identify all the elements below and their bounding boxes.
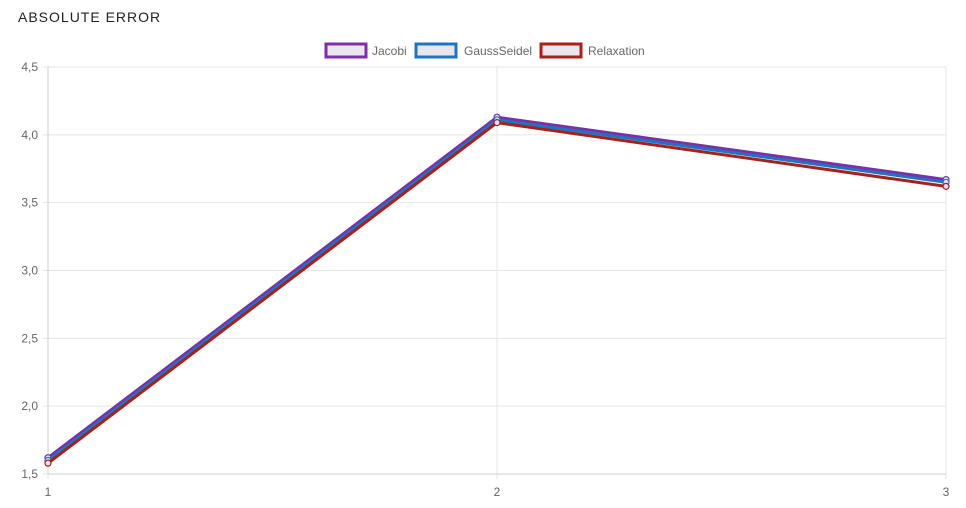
y-axis-ticks: 4,5 4,0 3,5 3,0 2,5 2,0 1,5 xyxy=(21,60,38,481)
legend-swatch xyxy=(324,42,368,59)
x-axis-ticks: 1 2 3 xyxy=(45,485,950,499)
legend-item-relaxation[interactable]: Relaxation xyxy=(539,42,645,59)
data-point[interactable] xyxy=(942,182,950,190)
grid-layer xyxy=(43,66,947,479)
series-layer xyxy=(44,113,950,467)
y-tick-label: 4,5 xyxy=(21,60,38,74)
legend-item-jacobi[interactable]: Jacobi xyxy=(324,42,407,59)
legend-label: Relaxation xyxy=(588,44,645,58)
legend-swatch xyxy=(414,42,458,59)
y-tick-label: 2,0 xyxy=(21,399,38,413)
x-tick-label: 2 xyxy=(494,485,501,499)
series-relaxation xyxy=(44,119,950,467)
legend-label: GaussSeidel xyxy=(464,44,532,58)
chart-title: ABSOLUTE ERROR xyxy=(18,9,162,25)
legend-label: Jacobi xyxy=(372,44,407,58)
legend: Jacobi GaussSeidel Relaxation xyxy=(324,42,645,59)
legend-swatch xyxy=(539,42,583,59)
y-tick-label: 3,5 xyxy=(21,196,38,210)
y-tick-label: 3,0 xyxy=(21,264,38,278)
data-point[interactable] xyxy=(493,119,501,127)
x-tick-label: 3 xyxy=(943,485,950,499)
x-tick-label: 1 xyxy=(45,485,52,499)
data-point[interactable] xyxy=(44,459,52,467)
y-tick-label: 2,5 xyxy=(21,331,38,345)
legend-item-gaussseidel[interactable]: GaussSeidel xyxy=(414,42,532,59)
y-tick-label: 1,5 xyxy=(21,467,38,481)
y-tick-label: 4,0 xyxy=(21,128,38,142)
